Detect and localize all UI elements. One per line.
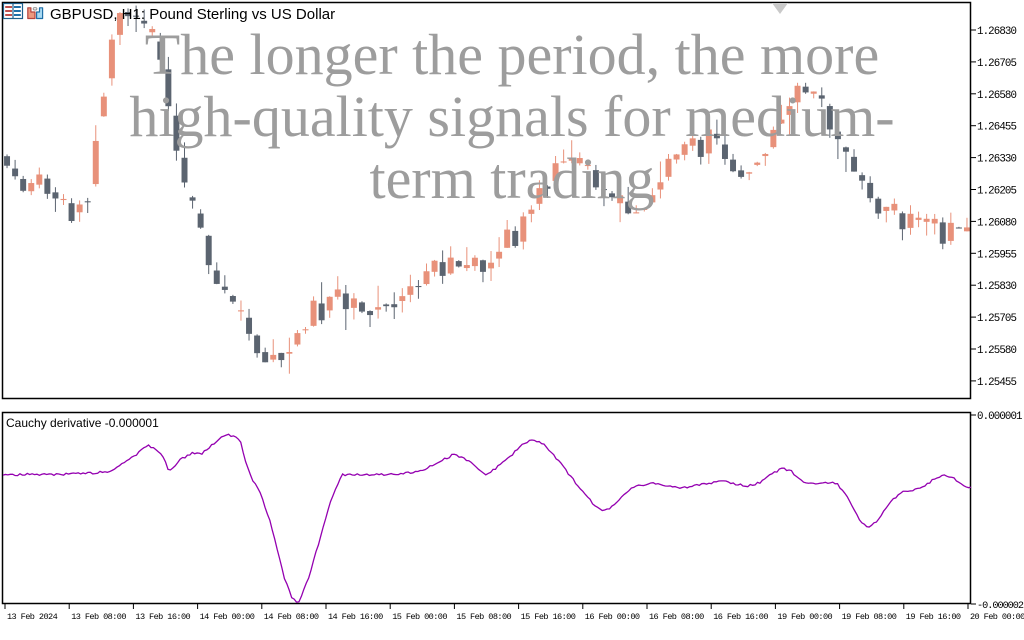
- svg-text:1.25455: 1.25455: [977, 377, 1016, 389]
- svg-text:0.000001: 0.000001: [977, 411, 1022, 423]
- svg-text:16 Feb 08:00: 16 Feb 08:00: [649, 612, 704, 622]
- svg-text:1.25705: 1.25705: [977, 313, 1016, 325]
- svg-text:15 Feb 00:00: 15 Feb 00:00: [392, 612, 447, 622]
- svg-text:19 Feb 00:00: 19 Feb 00:00: [777, 612, 832, 622]
- svg-text:15 Feb 16:00: 15 Feb 16:00: [521, 612, 576, 622]
- svg-text:14 Feb 00:00: 14 Feb 00:00: [200, 612, 255, 622]
- svg-text:19 Feb 16:00: 19 Feb 16:00: [906, 612, 961, 622]
- svg-text:1.25955: 1.25955: [977, 249, 1016, 261]
- svg-text:13 Feb 08:00: 13 Feb 08:00: [71, 612, 126, 622]
- svg-text:14 Feb 16:00: 14 Feb 16:00: [328, 612, 383, 622]
- svg-text:1.26080: 1.26080: [977, 217, 1016, 229]
- svg-text:13 Feb 16:00: 13 Feb 16:00: [135, 612, 190, 622]
- svg-text:14 Feb 08:00: 14 Feb 08:00: [264, 612, 319, 622]
- svg-text:16 Feb 00:00: 16 Feb 00:00: [585, 612, 640, 622]
- svg-text:15 Feb 08:00: 15 Feb 08:00: [456, 612, 511, 622]
- svg-text:19 Feb 08:00: 19 Feb 08:00: [842, 612, 897, 622]
- svg-text:13 Feb 2024: 13 Feb 2024: [7, 612, 58, 622]
- svg-text:16 Feb 16:00: 16 Feb 16:00: [713, 612, 768, 622]
- svg-text:GBPUSD, H1: Pound Sterling vs: GBPUSD, H1: Pound Sterling vs US Dollar: [50, 6, 335, 23]
- svg-text:-0.000002: -0.000002: [977, 601, 1024, 612]
- svg-text:20 Feb 00:00: 20 Feb 00:00: [970, 612, 1024, 622]
- svg-text:1.25830: 1.25830: [977, 281, 1016, 293]
- svg-text:1.25580: 1.25580: [977, 345, 1016, 357]
